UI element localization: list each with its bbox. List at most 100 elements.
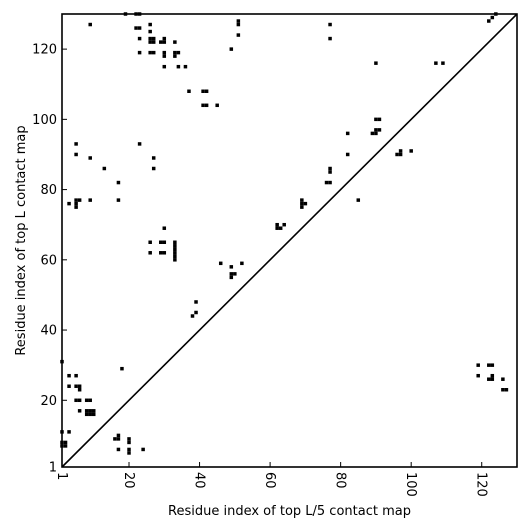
x-axis-label: Residue index of top L/5 contact map [168,504,411,519]
contact-point-top-l [434,61,438,65]
contact-point-top-l [218,261,223,266]
contact-point-top-l [120,366,124,371]
x-tick-label: 120 [474,472,489,497]
contact-point-top-l [162,251,167,255]
contact-point-top-l [67,373,71,378]
contact-point-top-l [374,131,378,136]
contact-point-top-l [229,272,234,276]
contact-point-top-l [275,226,279,230]
contact-point-top-l5 [487,377,491,381]
contact-point-top-l [137,26,142,30]
contact-point-top-l [84,412,89,417]
contact-point-top-l [194,300,198,304]
contact-point-top-l5 [490,373,495,378]
contact-point-top-l [162,36,167,41]
contact-point-top-l [77,384,82,388]
contact-point-top-l [148,29,152,34]
contact-point-top-l [159,40,163,44]
contact-point-top-l [116,447,121,452]
contact-point-top-l [113,437,117,441]
contact-point-top-l [236,19,241,23]
x-tick-label: 20 [121,472,136,489]
plot-frame [61,13,518,468]
contact-point-top-l [173,244,177,248]
contact-point-top-l [194,310,198,315]
contact-point-top-l [116,437,121,441]
contact-point-top-l [275,222,279,227]
contact-point-top-l [215,103,219,108]
contact-point-top-l [127,447,131,452]
contact-point-top-l [151,50,156,55]
contact-point-top-l [74,373,78,378]
y-tick-label: 1 [49,461,57,476]
contact-point-top-l [159,251,163,255]
contact-point-top-l [74,152,78,157]
contact-point-top-l [84,409,89,413]
contact-point-top-l5 [490,363,495,367]
contact-point-top-l [282,222,286,227]
contact-point-top-l [173,247,177,252]
contact-point-top-l [74,201,78,206]
contact-point-top-l [74,398,78,403]
contact-point-top-l [328,170,332,174]
contact-point-top-l [74,142,78,146]
contact-point-top-l [63,440,68,445]
contact-point-top-l [77,409,82,413]
contact-point-top-l5 [504,388,509,392]
y-tick-label: 120 [32,43,57,58]
contact-point-top-l [67,384,71,388]
contact-point-top-l [176,64,181,69]
contact-point-top-l [328,22,332,27]
contact-point-top-l [134,26,138,30]
x-tick-label: 40 [192,472,207,489]
contact-point-top-l [173,50,177,55]
contact-point-top-l [67,201,71,206]
x-tick-label: 80 [333,472,348,489]
contact-point-top-l [229,265,234,269]
contact-point-top-l [240,261,244,266]
contact-point-top-l [187,89,191,93]
contact-point-top-l5 [501,388,505,392]
y-tick-label: 20 [40,394,57,409]
contact-point-top-l [278,226,283,230]
contact-point-top-l [102,166,107,171]
contact-point-top-l5 [487,363,491,367]
contact-point-top-l [137,142,142,146]
contact-point-top-l [328,180,332,185]
contact-point-top-l [374,117,378,122]
contact-point-top-l [159,240,163,244]
contact-point-top-l [345,131,350,136]
contact-point-top-l [137,36,142,41]
contact-point-top-l [148,240,152,244]
contact-point-top-l [162,40,167,44]
y-tick-label: 60 [40,253,57,268]
contact-point-top-l [190,314,195,318]
contact-point-top-l [88,22,92,27]
contact-point-top-l [441,61,445,65]
contact-point-top-l [116,433,121,438]
x-tick-label: 100 [403,472,418,497]
contact-point-top-l [151,156,156,160]
contact-point-top-l5 [476,363,480,367]
contact-point-top-l [141,447,145,452]
contact-point-top-l5 [490,377,495,381]
contact-point-top-l [162,226,167,230]
contact-point-top-l [490,15,495,20]
contact-point-top-l [88,398,92,403]
contact-point-top-l [162,54,167,58]
contact-point-top-l [74,205,78,209]
contact-points [60,12,509,455]
contact-point-top-l [137,50,142,55]
contact-point-top-l [77,198,82,202]
contact-point-top-l [74,198,78,202]
contact-point-top-l [300,205,304,209]
contact-point-top-l [127,451,131,455]
contact-point-top-l [356,198,361,202]
contact-point-top-l [303,201,308,206]
contact-point-top-l [201,103,205,108]
contact-point-top-l [324,180,329,185]
contact-point-top-l [77,388,82,392]
contact-point-top-l [328,166,332,171]
